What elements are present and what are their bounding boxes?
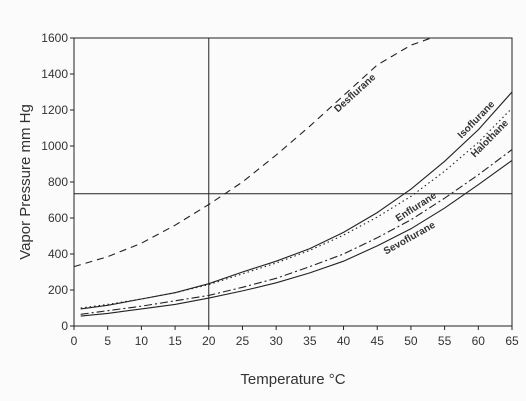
series-line-enflurane — [80, 149, 513, 315]
x-tick-label: 55 — [438, 334, 452, 348]
series-line-isoflurane — [80, 91, 513, 310]
x-axis-title: Temperature °C — [240, 371, 345, 388]
y-axis-title: Vapor Pressure mm Hg — [17, 104, 34, 260]
axis-ticks: 0 5 10 15 20 25 30 35 40 45 50 55 60 65 0 200 400 600 800 1… — [41, 31, 519, 348]
x-tick-label: 35 — [303, 334, 317, 348]
x-tick-label: 0 — [71, 334, 78, 348]
y-tick-label: 200 — [48, 283, 68, 297]
y-tick-label: 400 — [48, 247, 68, 261]
y-tick-label: 0 — [61, 319, 68, 333]
x-tick-label: 25 — [236, 334, 250, 348]
plot-frame — [73, 37, 513, 327]
curve-label-sevoflurane: Sevoflurane — [382, 220, 438, 258]
x-tick-label: 5 — [104, 334, 111, 348]
x-tick-label: 65 — [505, 334, 519, 348]
y-tick-label: 1400 — [41, 67, 68, 81]
curve-label-desflurane: Desflurane — [332, 72, 378, 115]
x-tick-label: 50 — [404, 334, 418, 348]
curve-label-enflurane: Enflurane — [394, 190, 439, 224]
y-tick-label: 600 — [48, 211, 68, 225]
series-line-desflurane — [73, 37, 432, 268]
x-tick-label: 10 — [135, 334, 149, 348]
x-tick-label: 40 — [337, 334, 351, 348]
y-tick-label: 1200 — [41, 103, 68, 117]
x-tick-label: 30 — [269, 334, 283, 348]
x-tick-label: 20 — [202, 334, 216, 348]
reference-lines — [74, 38, 512, 326]
curve-labels: DesfluraneIsofluraneHalothaneEnfluraneSe… — [332, 72, 511, 258]
x-tick-label: 15 — [168, 334, 182, 348]
series-line-sevoflurane — [80, 159, 513, 317]
y-tick-label: 1600 — [41, 31, 68, 45]
x-tick-label: 45 — [371, 334, 385, 348]
series-line-halothane — [80, 107, 513, 309]
x-tick-label: 60 — [472, 334, 486, 348]
curves — [73, 37, 513, 317]
y-tick-label: 800 — [48, 175, 68, 189]
y-tick-label: 1000 — [41, 139, 68, 153]
